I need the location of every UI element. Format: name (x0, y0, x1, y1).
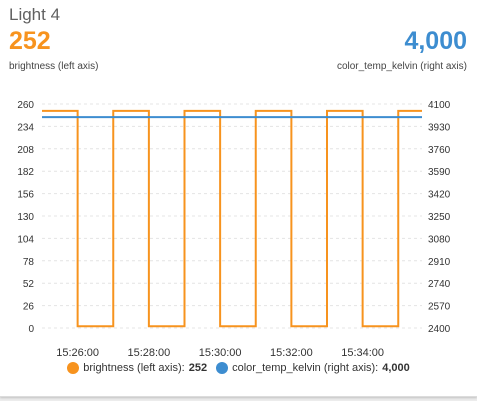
color-temp-value: 4,000 (404, 27, 467, 55)
color-temp-dot-icon (216, 362, 229, 374)
legend-item-color-temp[interactable]: color_temp_kelvin (right axis): 4,000 (216, 362, 410, 374)
x-tick-label: 15:30:00 (199, 347, 242, 359)
legend-brightness-label: brightness (left axis): (83, 362, 185, 374)
y-right-tick-label: 3930 (428, 122, 451, 133)
x-tick-label: 15:28:00 (127, 347, 170, 359)
y-right-tick-label: 3420 (428, 190, 451, 201)
legend-color-temp-value: 4,000 (382, 362, 410, 374)
y-right-tick-label: 3080 (428, 234, 451, 245)
y-left-tick-label: 156 (17, 190, 34, 201)
y-right-tick-label: 3760 (428, 145, 451, 156)
y-right-tick-label: 4100 (428, 100, 451, 111)
y-right-tick-label: 2740 (428, 279, 451, 290)
brightness-dot-icon (67, 362, 80, 374)
legend-color-temp-label: color_temp_kelvin (right axis): (232, 362, 379, 374)
y-left-tick-label: 104 (17, 234, 34, 245)
y-left-tick-label: 130 (17, 212, 34, 223)
color-temp-label: color_temp_kelvin (right axis) (336, 61, 467, 72)
y-right-tick-label: 2910 (428, 257, 451, 268)
y-right-tick-label: 2400 (428, 324, 451, 335)
brightness-stat: 252 brightness (left axis) (9, 27, 98, 72)
x-tick-label: 15:34:00 (341, 347, 384, 359)
y-left-tick-label: 260 (17, 100, 34, 111)
y-right-tick-label: 3590 (428, 167, 451, 178)
y-right-tick-label: 2570 (428, 302, 451, 313)
y-right-tick-label: 3250 (428, 212, 451, 223)
brightness-value: 252 (9, 27, 51, 55)
x-tick-label: 15:32:00 (270, 347, 313, 359)
y-left-tick-label: 182 (17, 167, 34, 178)
y-left-tick-label: 78 (23, 257, 35, 268)
y-left-tick-label: 26 (23, 302, 35, 313)
y-left-tick-label: 208 (17, 145, 34, 156)
series-line-brightness (42, 109, 422, 328)
brightness-label: brightness (left axis) (9, 61, 99, 72)
color-temp-stat: 4,000 color_temp_kelvin (right axis) (337, 27, 467, 72)
legend-item-brightness[interactable]: brightness (left axis): 252 (67, 362, 207, 374)
y-left-tick-label: 234 (17, 122, 34, 133)
y-left-tick-label: 0 (28, 324, 34, 335)
chart-legend: brightness (left axis): 252 color_temp_k… (0, 362, 477, 377)
y-left-tick-label: 52 (23, 279, 35, 290)
x-tick-label: 15:26:00 (56, 347, 99, 359)
card-title: Light 4 (9, 5, 61, 24)
legend-brightness-value: 252 (188, 362, 208, 374)
